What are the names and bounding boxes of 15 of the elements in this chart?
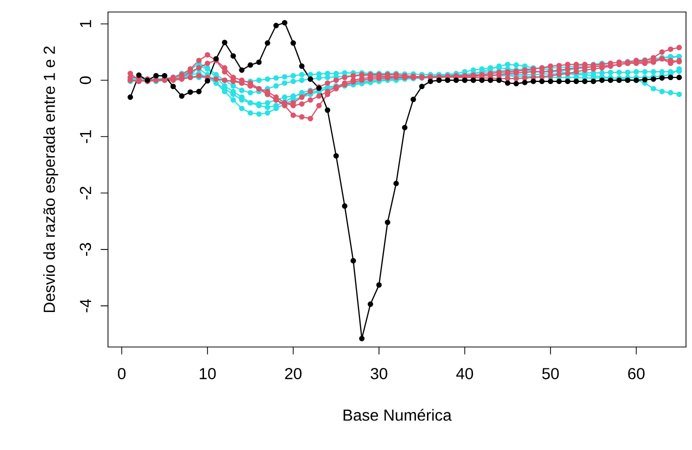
x-axis-title: Base Numérica — [344, 408, 452, 421]
y-tick-label: -1 — [80, 130, 92, 144]
x-tick-label: 10 — [200, 368, 216, 380]
x-tick-label: 0 — [118, 368, 126, 380]
y-tick-label: -4 — [80, 299, 92, 312]
y-tick-label: -2 — [80, 186, 92, 200]
y-axis-title: Desvio da razão esperada entre 1 e 2 — [43, 46, 58, 312]
x-tick-label: 20 — [285, 368, 302, 380]
y-tick-label: 0 — [80, 76, 92, 84]
y-tick-label: -3 — [80, 243, 92, 256]
x-tick-label: 30 — [370, 368, 388, 380]
x-tick-label: 40 — [456, 368, 474, 380]
x-tick-label: 50 — [542, 368, 559, 380]
x-tick-label: 60 — [628, 368, 645, 380]
y-tick-label: 1 — [80, 20, 92, 28]
